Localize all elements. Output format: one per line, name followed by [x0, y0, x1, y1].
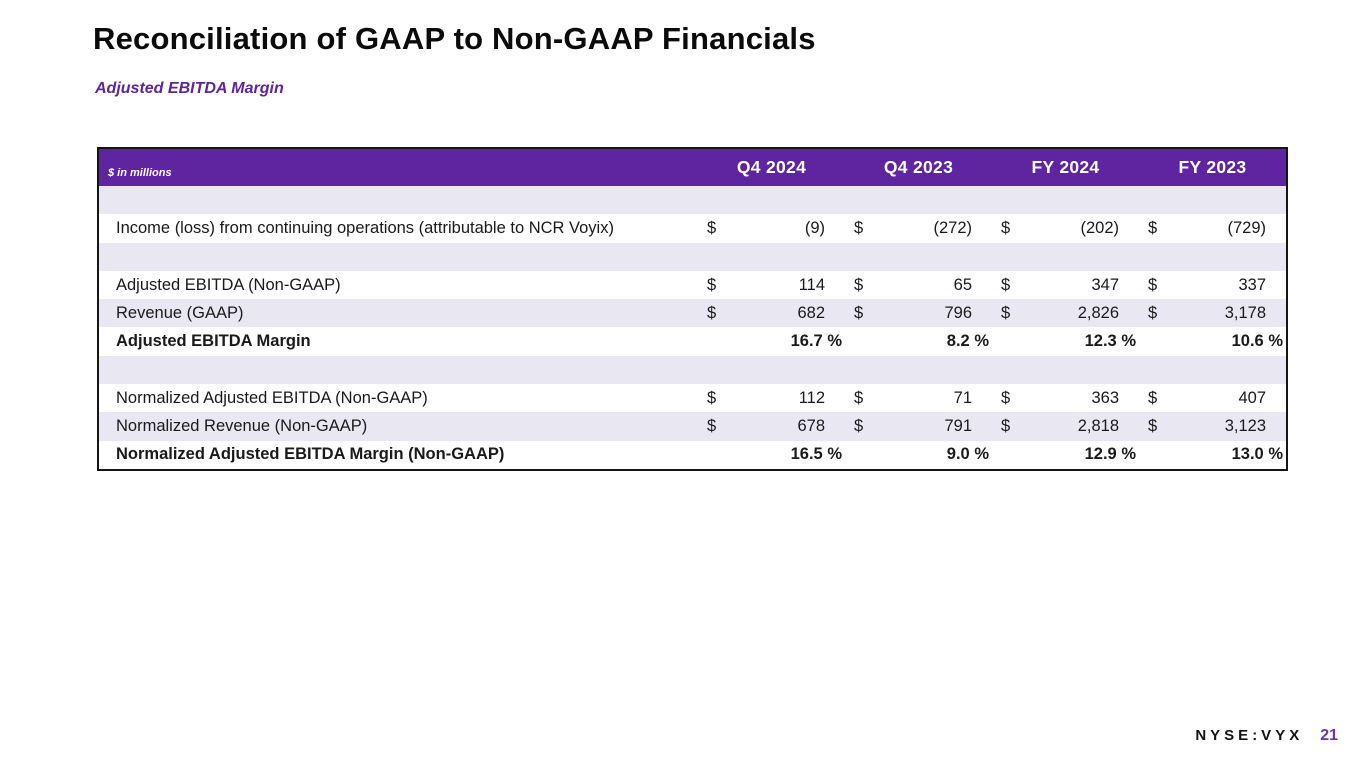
unit-label: $ in millions [108, 167, 172, 179]
row-value: 3,123 [1224, 417, 1266, 436]
row-value: 2,826 [1077, 303, 1119, 322]
currency-symbol: $ [854, 417, 864, 436]
row-value: 16.5 % [790, 445, 842, 464]
row-value: 337 [1238, 275, 1266, 294]
currency-symbol: $ [1001, 417, 1011, 436]
reconciliation-table: $ in millions Q4 2024 Q4 2023 FY 2024 FY 20… [97, 147, 1288, 471]
row-label: Adjusted EBITDA Margin [116, 332, 311, 351]
column-header-q4-2024: Q4 2024 [736, 157, 807, 177]
row-label: Income (loss) from continuing operations… [116, 218, 614, 237]
table-row: Normalized Adjusted EBITDA (Non-GAAP) $11… [99, 384, 1286, 413]
currency-symbol: $ [1001, 303, 1011, 322]
currency-symbol: $ [854, 218, 864, 237]
spacer-row [99, 186, 1286, 215]
currency-symbol: $ [854, 275, 864, 294]
table-row: Income (loss) from continuing operations… [99, 214, 1286, 243]
row-value: (729) [1227, 218, 1266, 237]
currency-symbol: $ [707, 417, 717, 436]
currency-symbol: $ [707, 388, 717, 407]
column-header-q4-2023: Q4 2023 [883, 157, 954, 177]
currency-symbol: $ [707, 275, 717, 294]
row-value: 796 [944, 303, 972, 322]
row-value: 12.3 % [1084, 332, 1136, 351]
currency-symbol: $ [1148, 303, 1158, 322]
row-value: 10.6 % [1231, 332, 1283, 351]
row-value: (9) [804, 218, 825, 237]
column-header-fy-2023: FY 2023 [1178, 157, 1247, 177]
row-value: 65 [953, 275, 972, 294]
row-label: Normalized Adjusted EBITDA (Non-GAAP) [116, 388, 428, 407]
row-value: 8.2 % [946, 332, 989, 351]
row-value: 407 [1238, 388, 1266, 407]
spacer-row [99, 355, 1286, 385]
currency-symbol: $ [1001, 275, 1011, 294]
currency-symbol: $ [854, 388, 864, 407]
spacer-row [99, 242, 1286, 271]
row-value: 71 [953, 388, 972, 407]
table-row: Adjusted EBITDA (Non-GAAP) $114 $65 $347 $33… [99, 270, 1286, 300]
row-value: 791 [944, 417, 972, 436]
row-value: 114 [798, 275, 825, 294]
table-row: Revenue (GAAP) $682 $796 $2,826 $3,178 [99, 299, 1286, 328]
row-value: (202) [1080, 218, 1119, 237]
row-value: 678 [797, 417, 825, 436]
row-value: 112 [798, 388, 825, 407]
currency-symbol: $ [1148, 388, 1158, 407]
row-value: 13.0 % [1231, 445, 1283, 464]
slide-subtitle: Adjusted EBITDA Margin [95, 80, 284, 97]
table-row: Normalized Revenue (Non-GAAP) $678 $791 $2,… [99, 412, 1286, 441]
row-label: Adjusted EBITDA (Non-GAAP) [116, 275, 341, 294]
currency-symbol: $ [1148, 275, 1158, 294]
currency-symbol: $ [1148, 417, 1158, 436]
currency-symbol: $ [1148, 218, 1158, 237]
row-label: Normalized Adjusted EBITDA Margin (Non-G… [116, 445, 505, 464]
table-header-row: $ in millions Q4 2024 Q4 2023 FY 2024 FY 20… [99, 149, 1286, 186]
page-title: Reconciliation of GAAP to Non-GAAP Finan… [93, 21, 816, 56]
stock-ticker: NYSE:VYX [1195, 727, 1304, 744]
page-number: 21 [1320, 727, 1338, 744]
row-value: 347 [1091, 275, 1119, 294]
row-value: 12.9 % [1084, 445, 1136, 464]
currency-symbol: $ [854, 303, 864, 322]
column-header-fy-2024: FY 2024 [1031, 157, 1100, 177]
row-value: 16.7 % [790, 332, 842, 351]
table-row: Normalized Adjusted EBITDA Margin (Non-G… [99, 440, 1286, 469]
row-value: 3,178 [1224, 303, 1266, 322]
row-value: 9.0 % [946, 445, 989, 464]
slide-footer: NYSE:VYX 21 [1195, 727, 1338, 745]
table-row: Adjusted EBITDA Margin 16.7 % 8.2 % 12.3 % 1… [99, 327, 1286, 356]
currency-symbol: $ [1001, 388, 1011, 407]
currency-symbol: $ [707, 303, 717, 322]
table-body: Income (loss) from continuing operations… [99, 186, 1286, 469]
row-value: 363 [1091, 388, 1119, 407]
row-label: Revenue (GAAP) [116, 303, 244, 322]
row-value: 2,818 [1077, 417, 1119, 436]
currency-symbol: $ [707, 218, 717, 237]
row-value: 682 [797, 303, 825, 322]
row-label: Normalized Revenue (Non-GAAP) [116, 417, 368, 436]
currency-symbol: $ [1001, 218, 1011, 237]
row-value: (272) [933, 218, 972, 237]
